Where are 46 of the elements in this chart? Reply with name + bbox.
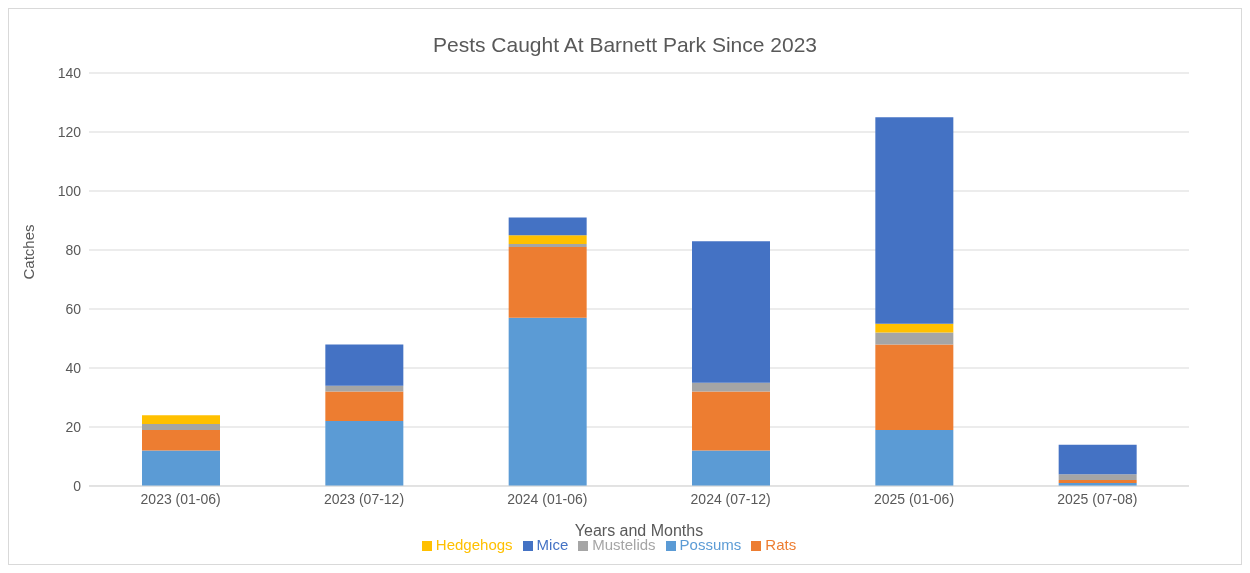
bar bbox=[1058, 444, 1137, 475]
y-tick-label: 20 bbox=[65, 418, 82, 435]
bar bbox=[508, 317, 587, 486]
y-tick-label: 120 bbox=[57, 123, 82, 140]
y-tick-label: 60 bbox=[65, 300, 82, 317]
x-axis-title: Years and Months bbox=[574, 522, 704, 539]
bar bbox=[508, 217, 587, 236]
bar bbox=[325, 421, 404, 486]
bar bbox=[875, 332, 954, 345]
bar bbox=[875, 117, 954, 324]
chart-title: Pests Caught At Barnett Park Since 2023 bbox=[431, 32, 819, 58]
y-axis-title: Catches bbox=[20, 224, 38, 280]
bar bbox=[142, 450, 220, 486]
bar bbox=[142, 415, 220, 425]
legend-label: Hedgehogs bbox=[435, 536, 513, 553]
bar bbox=[508, 247, 587, 318]
bar bbox=[875, 323, 954, 333]
y-tick-label: 140 bbox=[57, 64, 82, 81]
legend-label: Possums bbox=[679, 536, 742, 553]
bar bbox=[692, 382, 770, 392]
bar bbox=[325, 391, 404, 422]
x-tick-label: 2024 (01-06) bbox=[507, 490, 588, 507]
bar bbox=[142, 424, 220, 430]
bar bbox=[508, 235, 587, 245]
y-tick-label: 100 bbox=[57, 182, 82, 199]
bar bbox=[325, 385, 404, 392]
legend-label: Mustelids bbox=[592, 536, 656, 553]
y-tick-label: 0 bbox=[73, 477, 82, 494]
bar bbox=[1058, 474, 1137, 481]
x-tick-label: 2023 (07-12) bbox=[323, 490, 405, 507]
y-tick-label: 40 bbox=[65, 359, 82, 376]
bar bbox=[692, 391, 770, 451]
bar bbox=[142, 429, 220, 451]
bar bbox=[325, 344, 404, 386]
y-tick-label: 80 bbox=[65, 241, 82, 258]
bar bbox=[875, 344, 954, 430]
bar bbox=[508, 244, 587, 248]
x-tick-label: 2025 (07-08) bbox=[1057, 490, 1138, 507]
legend-label: Mice bbox=[536, 536, 569, 553]
x-tick-label: 2024 (07-12) bbox=[690, 490, 771, 507]
bar bbox=[692, 450, 770, 486]
x-tick-label: 2023 (01-06) bbox=[140, 490, 221, 507]
bar bbox=[692, 241, 770, 383]
legend-label: Rats bbox=[765, 536, 797, 553]
x-tick-label: 2025 (01-06) bbox=[873, 490, 955, 507]
bar bbox=[875, 429, 954, 486]
